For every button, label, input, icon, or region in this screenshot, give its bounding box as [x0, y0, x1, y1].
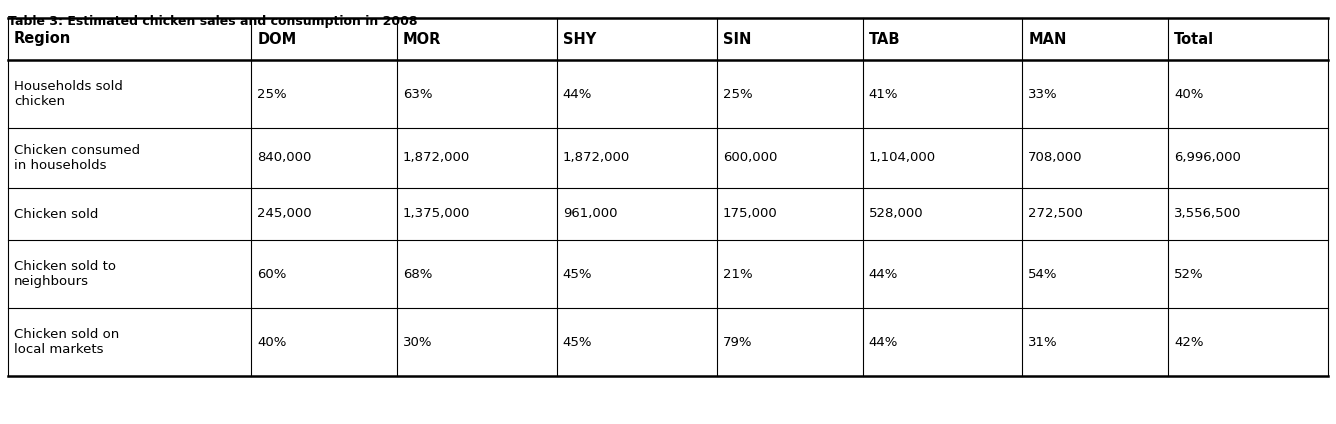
- Text: 33%: 33%: [1029, 87, 1058, 100]
- Text: 44%: 44%: [868, 335, 898, 349]
- Text: 31%: 31%: [1029, 335, 1058, 349]
- Text: 1,872,000: 1,872,000: [403, 151, 470, 165]
- Text: 41%: 41%: [868, 87, 898, 100]
- Text: 54%: 54%: [1029, 268, 1058, 281]
- Text: 40%: 40%: [1174, 87, 1204, 100]
- Text: 1,104,000: 1,104,000: [868, 151, 935, 165]
- Text: 25%: 25%: [257, 87, 287, 100]
- Text: 6,996,000: 6,996,000: [1174, 151, 1241, 165]
- Text: 600,000: 600,000: [723, 151, 778, 165]
- Text: 45%: 45%: [562, 335, 592, 349]
- Text: 52%: 52%: [1174, 268, 1204, 281]
- Text: MOR: MOR: [403, 31, 441, 47]
- Text: 30%: 30%: [403, 335, 433, 349]
- Text: 68%: 68%: [403, 268, 433, 281]
- Text: SHY: SHY: [562, 31, 596, 47]
- Text: 79%: 79%: [723, 335, 752, 349]
- Text: Region: Region: [13, 31, 71, 47]
- Text: 42%: 42%: [1174, 335, 1204, 349]
- Text: 40%: 40%: [257, 335, 286, 349]
- Text: 44%: 44%: [562, 87, 592, 100]
- Text: 840,000: 840,000: [257, 151, 311, 165]
- Text: Chicken sold: Chicken sold: [13, 207, 99, 220]
- Text: 25%: 25%: [723, 87, 752, 100]
- Text: Chicken sold on
local markets: Chicken sold on local markets: [13, 328, 119, 356]
- Text: 175,000: 175,000: [723, 207, 778, 220]
- Text: 528,000: 528,000: [868, 207, 923, 220]
- Text: 63%: 63%: [403, 87, 433, 100]
- Text: 961,000: 961,000: [562, 207, 617, 220]
- Text: 45%: 45%: [562, 268, 592, 281]
- Text: 1,375,000: 1,375,000: [403, 207, 470, 220]
- Text: MAN: MAN: [1029, 31, 1066, 47]
- Text: Table 3: Estimated chicken sales and consumption in 2008: Table 3: Estimated chicken sales and con…: [8, 15, 417, 28]
- Text: 272,500: 272,500: [1029, 207, 1083, 220]
- Text: 21%: 21%: [723, 268, 752, 281]
- Text: 708,000: 708,000: [1029, 151, 1082, 165]
- Text: Households sold
chicken: Households sold chicken: [13, 80, 123, 108]
- Text: 60%: 60%: [257, 268, 286, 281]
- Text: DOM: DOM: [257, 31, 297, 47]
- Text: Total: Total: [1174, 31, 1214, 47]
- Text: 44%: 44%: [868, 268, 898, 281]
- Text: SIN: SIN: [723, 31, 751, 47]
- Text: 1,872,000: 1,872,000: [562, 151, 631, 165]
- Text: Chicken consumed
in households: Chicken consumed in households: [13, 144, 140, 172]
- Text: 245,000: 245,000: [257, 207, 311, 220]
- Text: TAB: TAB: [868, 31, 900, 47]
- Text: Chicken sold to
neighbours: Chicken sold to neighbours: [13, 260, 116, 288]
- Text: 3,556,500: 3,556,500: [1174, 207, 1241, 220]
